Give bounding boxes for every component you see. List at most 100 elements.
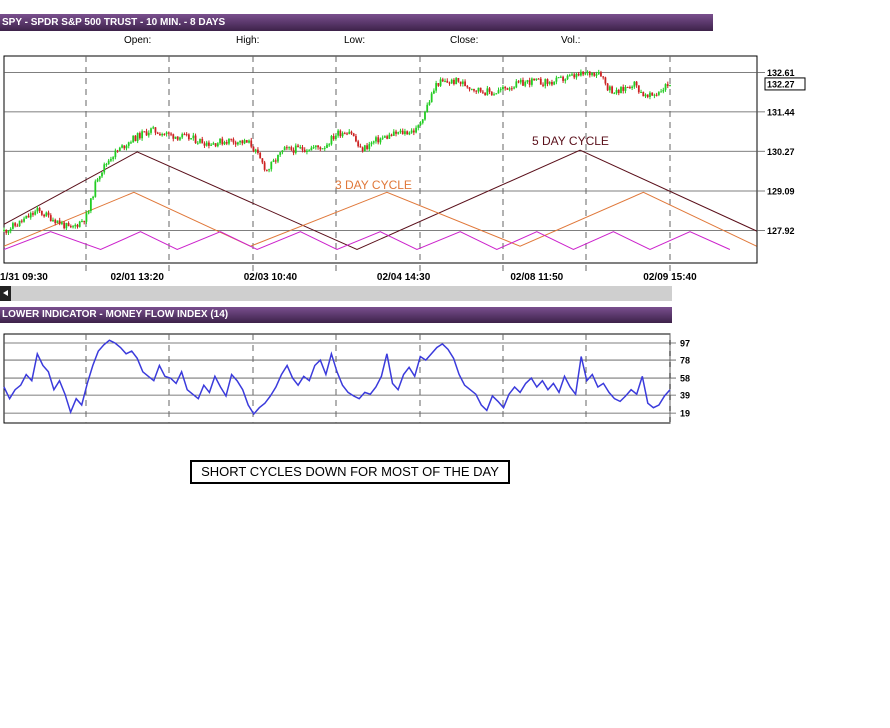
candle-body: [326, 144, 328, 148]
candle-body: [355, 136, 357, 142]
candle-body: [254, 149, 257, 152]
x-tick-label: 02/01 13:20: [111, 272, 165, 283]
candle-body: [25, 215, 28, 219]
candle-body: [179, 137, 181, 140]
candle-body: [167, 132, 170, 134]
price-tick-label: 131.44: [767, 107, 795, 117]
candle-body: [230, 138, 233, 140]
last-price-label: 132.27: [767, 79, 795, 89]
x-tick-label: 02/08 11:50: [510, 272, 563, 283]
candle-body: [65, 223, 68, 229]
candle-body: [239, 140, 242, 143]
candle-body: [637, 85, 640, 93]
candle-body: [192, 135, 195, 139]
candle-body: [368, 144, 371, 149]
candle-body: [486, 88, 489, 96]
candle-body: [312, 147, 315, 149]
candle-body: [510, 88, 513, 90]
candle-body: [357, 141, 360, 147]
candle-body: [257, 149, 259, 153]
candle-body: [199, 138, 201, 143]
candle-body: [383, 136, 386, 138]
annotation-note-text: SHORT CYCLES DOWN FOR MOST OF THE DAY: [201, 464, 499, 479]
price-tick-label: 129.09: [767, 186, 795, 196]
three-day-cycle-label: 3 DAY CYCLE: [335, 178, 412, 192]
candle-body: [196, 142, 199, 144]
candle-body: [299, 147, 302, 149]
candle-body: [114, 150, 117, 158]
candle-body: [595, 74, 598, 76]
candles: [3, 69, 671, 235]
candle-body: [415, 127, 417, 133]
candle-body: [323, 147, 326, 149]
lower-indicator-bar: LOWER INDICATOR - MONEY FLOW INDEX (14): [0, 307, 672, 323]
candle-body: [174, 136, 177, 139]
scroll-left-button[interactable]: [0, 286, 11, 301]
candle-body: [18, 220, 21, 227]
candle-body: [437, 83, 440, 86]
candle-body: [89, 198, 92, 212]
candle-body: [401, 130, 404, 134]
candle-body: [343, 133, 346, 135]
candle-body: [370, 142, 373, 145]
candle-body: [490, 91, 493, 95]
candle-body: [334, 135, 337, 140]
candle-body: [145, 131, 148, 136]
x-tick-label: 1/31 09:30: [0, 272, 48, 283]
candle-body: [622, 86, 625, 91]
candle-body: [506, 88, 509, 90]
candle-body: [597, 72, 600, 75]
candle-body: [274, 160, 277, 162]
candle-body: [76, 224, 79, 227]
candle-body: [399, 130, 402, 133]
candle-body: [308, 150, 311, 152]
candle-body: [236, 142, 239, 145]
candle-body: [29, 213, 32, 218]
candle-body: [508, 88, 511, 90]
candle-body: [464, 81, 466, 87]
candle-body: [103, 164, 106, 173]
candle-body: [564, 79, 567, 81]
candle-body: [586, 71, 589, 74]
candle-body: [533, 78, 536, 81]
candle-body: [259, 152, 262, 159]
candle-body: [205, 142, 208, 146]
chart-title: SPY - SPDR S&P 500 TRUST - 10 MIN. - 8 D…: [2, 17, 226, 28]
candle-body: [526, 80, 529, 82]
candle-body: [223, 141, 226, 145]
candle-body: [170, 133, 172, 135]
candle-body: [653, 94, 656, 96]
candle-body: [582, 71, 585, 75]
candle-body: [455, 78, 458, 85]
candle-body: [613, 93, 616, 95]
candle-body: [546, 79, 549, 84]
candle-body: [245, 140, 248, 143]
price-plot-frame: [3, 55, 758, 264]
candle-body: [608, 86, 611, 91]
candle-body: [292, 149, 295, 153]
candle-body: [346, 133, 348, 135]
candle-body: [294, 145, 297, 153]
candle-body: [657, 92, 660, 95]
chart-scrollbar[interactable]: [0, 286, 672, 301]
cycle-line: [4, 231, 731, 251]
candle-body: [615, 89, 618, 94]
candle-body: [176, 136, 179, 140]
candle-body: [441, 79, 444, 82]
candle-body: [143, 131, 146, 133]
mfi-line: [3, 339, 671, 416]
candle-body: [52, 219, 54, 222]
candle-body: [279, 152, 282, 155]
candle-body: [551, 81, 553, 85]
candle-body: [535, 78, 538, 81]
candle-body: [611, 86, 613, 94]
candle-body: [430, 93, 433, 103]
x-tick-label: 02/09 15:40: [643, 272, 697, 283]
lower-indicator-title: LOWER INDICATOR - MONEY FLOW INDEX (14): [2, 309, 229, 320]
candle-body: [591, 72, 593, 76]
candle-body: [559, 76, 562, 78]
candle-body: [457, 78, 460, 82]
candle-body: [107, 160, 110, 164]
candle-body: [593, 72, 596, 76]
candle-body: [136, 133, 139, 142]
